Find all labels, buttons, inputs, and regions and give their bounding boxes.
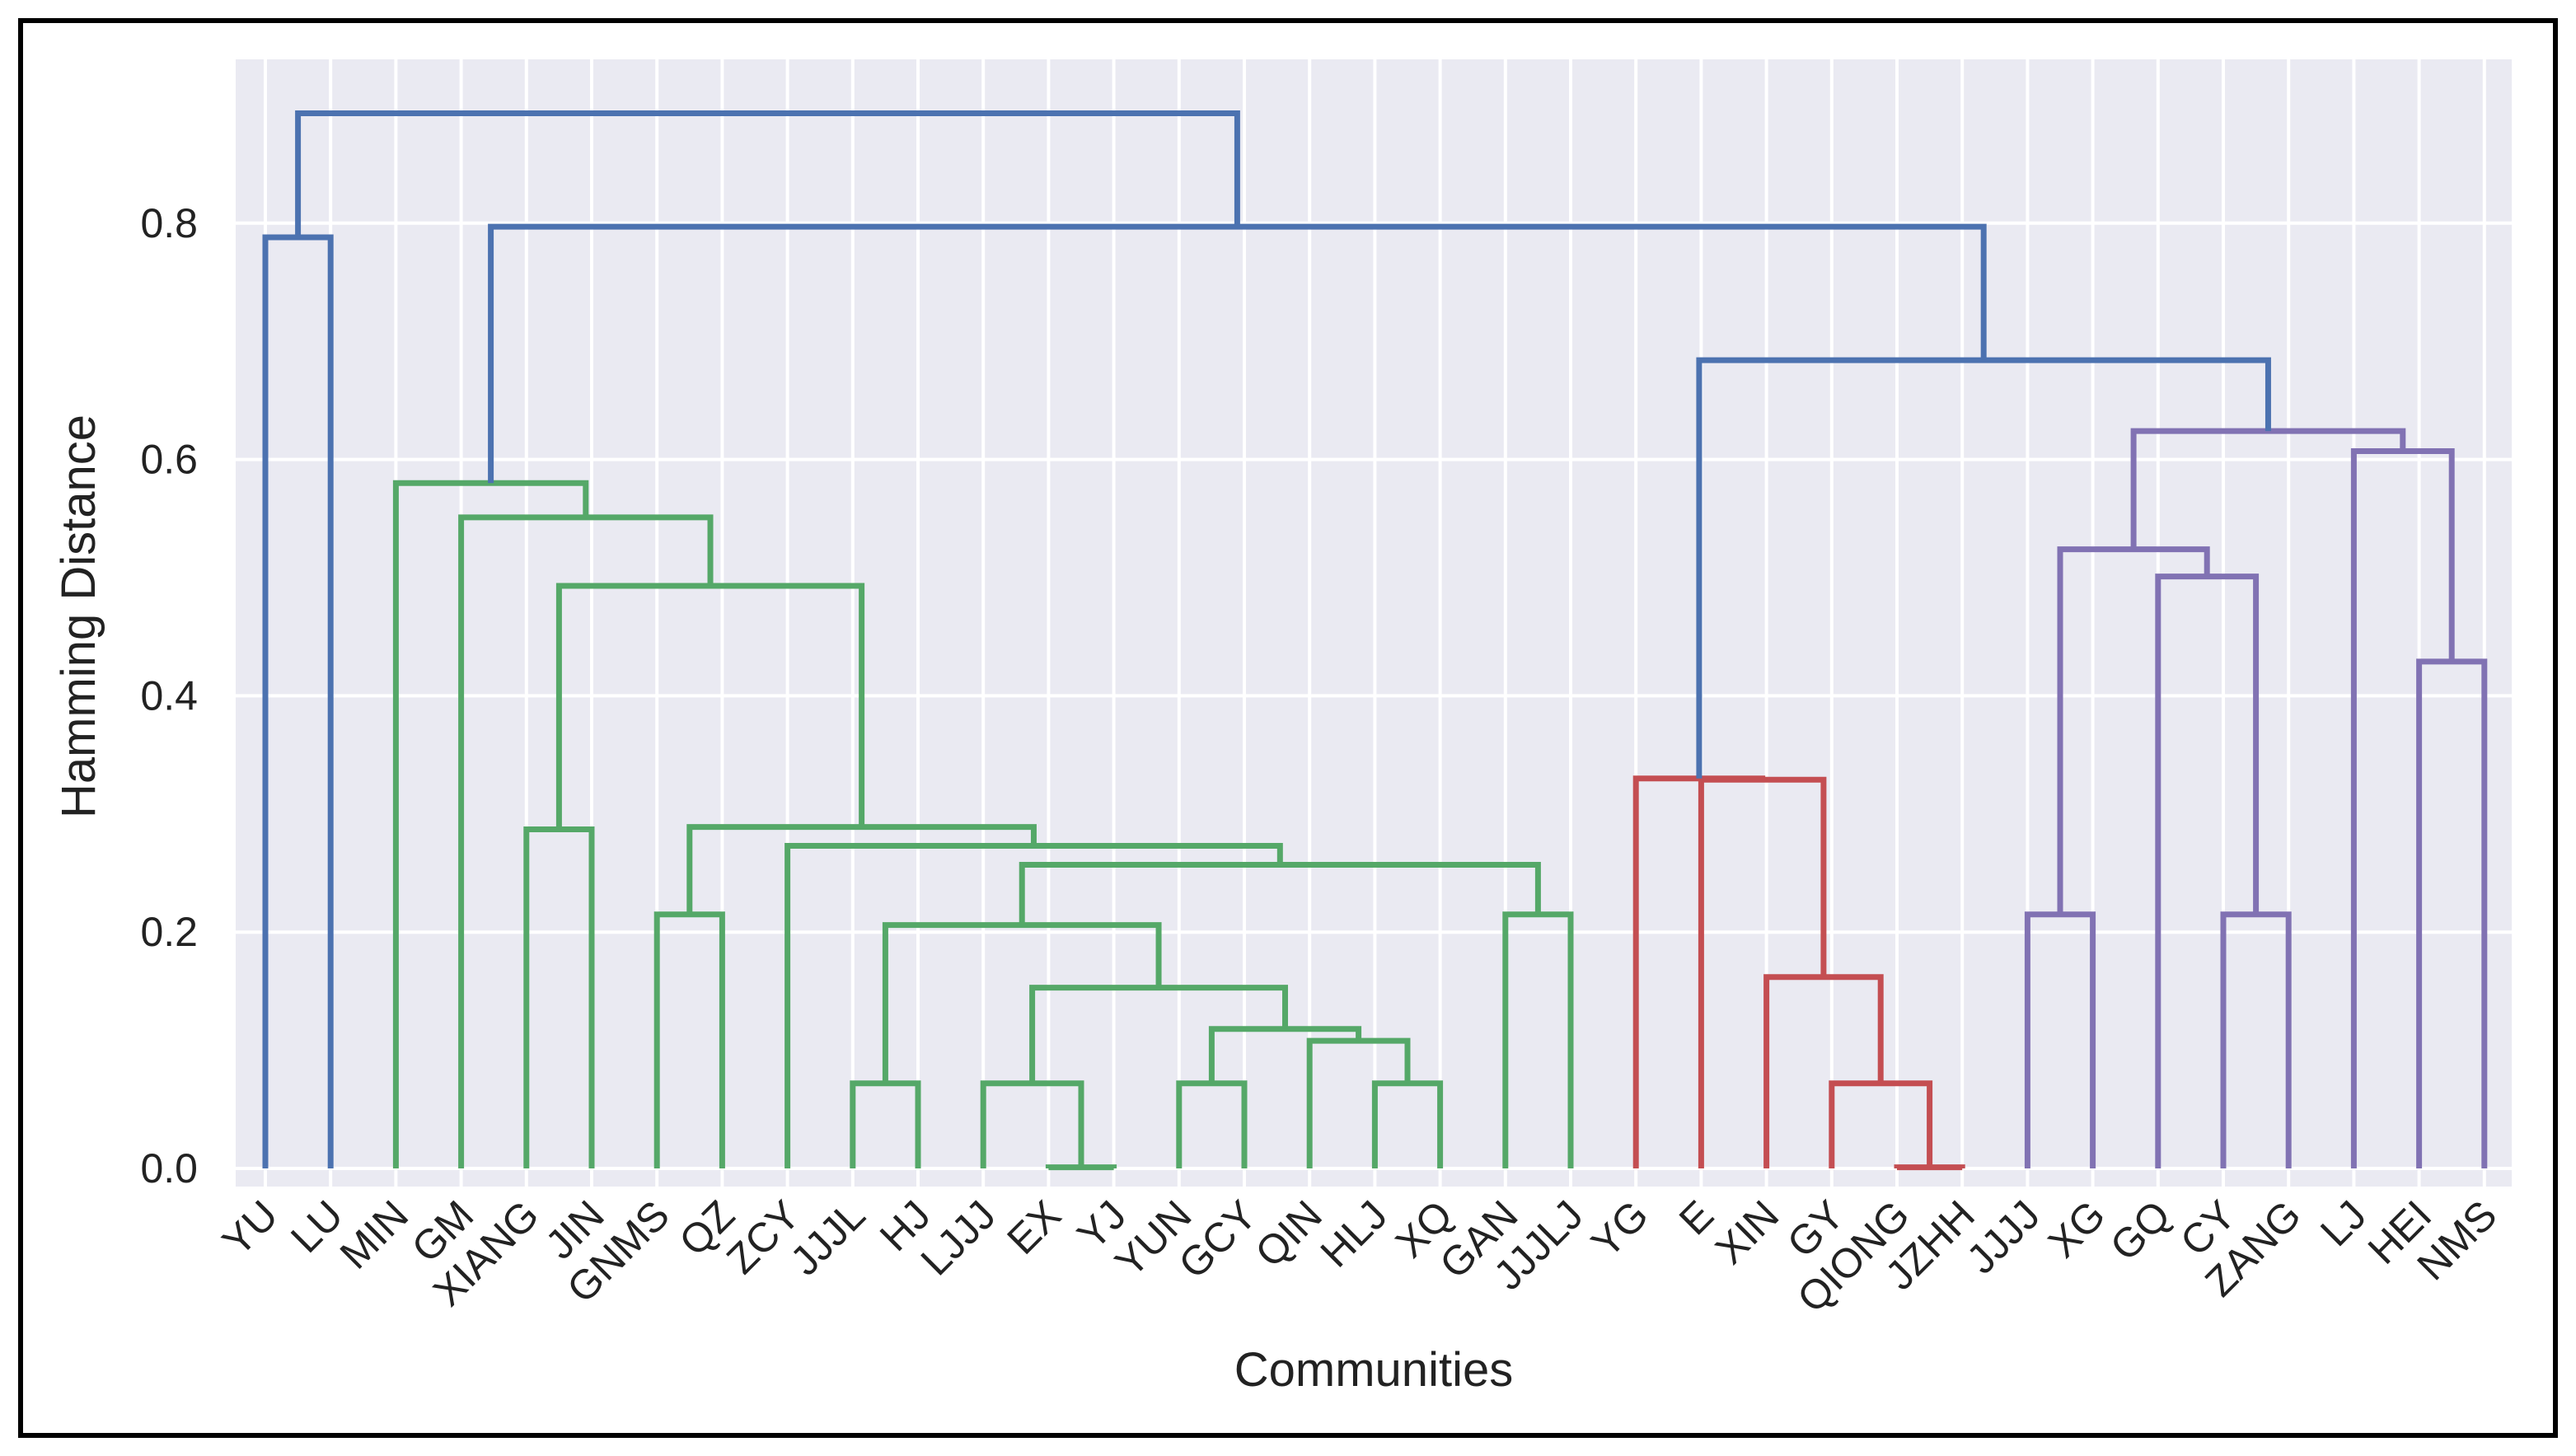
x-tick-label: XG (2040, 1191, 2115, 1266)
y-tick-label: 0.8 (140, 200, 198, 246)
x-tick-label: JJJJ (1958, 1191, 2049, 1282)
x-axis-title: Communities (1234, 1343, 1513, 1397)
x-tick-label: LJJJ (912, 1191, 1005, 1284)
x-tick-label: JJJL (781, 1191, 873, 1284)
dendrogram-links (262, 110, 2488, 1171)
y-tick-label: 0.4 (140, 672, 198, 719)
y-tick-label: 0.2 (140, 909, 198, 955)
x-tick-label: GQ (2101, 1191, 2180, 1270)
x-axis-ticks: YULUMINGMXIANGJINGNMSQZZCYJJJLHJLJJJEXYJ… (213, 1191, 2506, 1321)
dendrogram-link-33 (295, 110, 1240, 238)
x-tick-label: YU (213, 1191, 287, 1265)
x-tick-label: MIN (331, 1191, 417, 1277)
y-tick-label: 0.0 (140, 1145, 198, 1191)
y-axis-ticks: 0.0 0.2 0.4 0.6 0.8 (140, 200, 198, 1191)
x-tick-label: YG (1582, 1191, 1657, 1266)
x-tick-label: XIN (1707, 1191, 1788, 1273)
y-axis-title: Hamming Distance (52, 414, 105, 818)
x-tick-label: EX (998, 1191, 1070, 1263)
chart-frame (18, 18, 2558, 1438)
x-tick-label: HLJ (1312, 1191, 1396, 1276)
x-tick-label: QIN (1247, 1191, 1331, 1276)
y-tick-label: 0.6 (140, 437, 198, 483)
